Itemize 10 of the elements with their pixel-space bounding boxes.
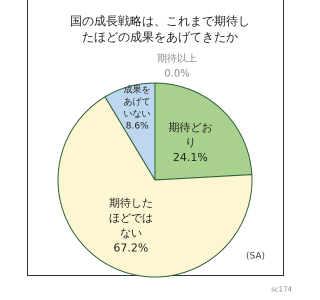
data-label: 8.6% xyxy=(126,121,150,132)
slice-label: 成果をあげていない xyxy=(124,84,151,120)
chart-title: 国の成長戦略は、これまで期待したほどの成果をあげてきたか xyxy=(70,14,250,44)
data-label: 24.1% xyxy=(172,151,208,164)
data-label: 67.2% xyxy=(113,242,148,254)
text: (SA) xyxy=(246,252,266,262)
slice-label: 期待したほどではない xyxy=(108,196,153,240)
text: 0.0% xyxy=(164,68,190,80)
category-label: 期待以上 xyxy=(157,54,197,64)
slice-label: 期待どおり xyxy=(168,121,212,150)
